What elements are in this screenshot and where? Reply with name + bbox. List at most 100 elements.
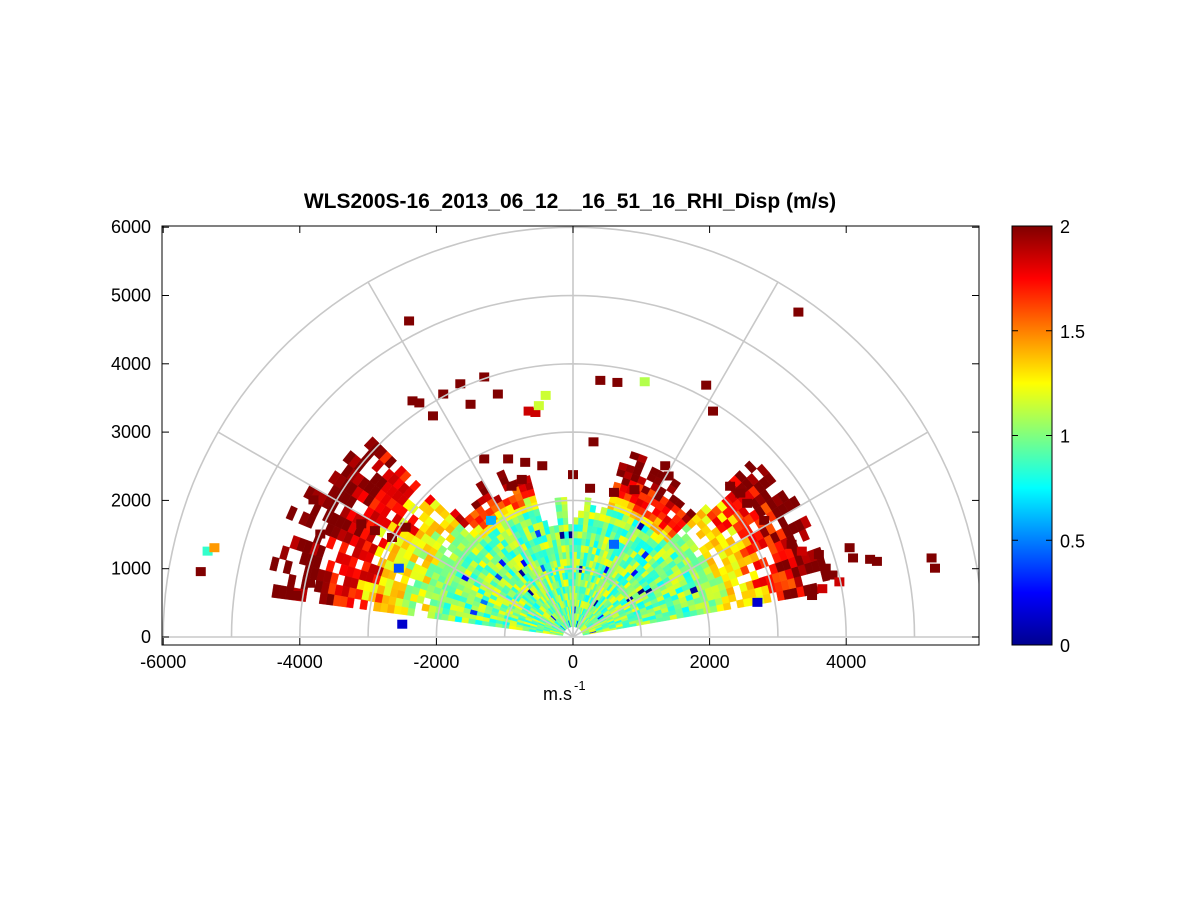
heatmap-cell [734,470,748,483]
y-tick-label: 3000 [111,422,151,442]
scatter-cell [759,515,770,525]
heatmap-cell [421,603,430,612]
heatmap-cell [359,599,369,611]
scatter-cell [202,546,213,556]
heatmap-cell [685,508,697,519]
axes-box [161,225,980,646]
grid-spoke [217,431,574,638]
heatmap-cell [406,607,416,617]
y-axis: 0 1000 2000 3000 4000 5000 6000 [111,217,979,647]
heatmap-cell [555,504,563,512]
heatmap-cell [269,556,280,572]
colorbar-axis: 0 0.5 1 1.5 2 [1012,217,1085,656]
scatter-cell [752,597,763,607]
scatter-cell [848,553,859,563]
heatmap-cell [700,503,712,516]
x-tick-label: 4000 [826,652,866,672]
scatter-cell [595,375,606,385]
heatmap-cell [467,618,476,625]
x-tick-label: 0 [568,652,578,672]
heatmap-cell [576,544,582,553]
heatmap-cell [427,611,436,619]
grid-spoke [572,431,929,638]
heatmap-cell [576,551,581,559]
scatter-cell [465,399,476,409]
heatmap-cell [557,517,564,526]
scatter-cell [639,377,650,387]
heatmap-cell [373,601,382,612]
scatter-cell [537,461,548,471]
y-tick-label: 1000 [111,559,151,579]
heatmap-cell [575,571,579,580]
heatmap-cell [454,616,463,623]
heatmap-cell [496,469,507,480]
scatter-cell [387,532,398,542]
heatmap-cell [562,524,569,532]
heatmap-cell [342,450,357,465]
scatter-cell [414,398,425,408]
scatter-cell [503,454,514,464]
scatter-cell [629,485,640,495]
scatter-cell [195,567,206,577]
scatter-cell [793,307,804,317]
scatter-cell [404,316,415,326]
scatter-cell [523,406,534,416]
heatmap-cell [561,510,568,519]
x-axis-label-superscript: -1 [574,678,586,693]
heatmap-cell [762,593,772,604]
heatmap-cell [282,559,293,575]
heatmap-cell [298,511,311,527]
heatmap-cell [756,463,770,478]
heatmap-cell [649,466,660,477]
scatter-cell [865,554,876,564]
heatmap-cell [588,511,596,520]
scatter-cell [807,591,818,601]
scatter-cell [427,411,438,421]
heatmap-cell [575,558,581,566]
scatter-cell [929,563,940,573]
x-tick-label: -4000 [277,652,323,672]
x-axis-label: m.s [543,684,572,704]
grid-spoke [572,281,779,638]
scatter-cell [585,483,596,493]
scatter-cell [663,471,674,481]
colorbar-tick-label: 1.5 [1060,322,1085,342]
heatmap-cell [577,517,584,525]
scatter-cell [356,519,367,529]
scatter-cell [486,515,497,525]
scatter-cell [926,553,937,563]
x-tick-label: 2000 [690,652,730,672]
colorbar-tick-label: 1 [1060,427,1070,447]
x-axis: -6000 -4000 -2000 0 2000 4000 [140,226,866,672]
scatter-cell [827,570,838,580]
scatter-cell [533,401,544,411]
scatter-cell [608,539,619,549]
heatmap-cell [561,503,568,512]
scatter-cell [844,543,855,553]
heatmap-cell [617,461,628,472]
heatmap-cell [589,504,597,513]
scatter-cell [506,481,517,491]
scatter-cell [588,437,599,447]
heatmap-cell [563,531,569,539]
heatmap-cell [600,506,608,516]
scatter-cell [520,457,531,467]
polar-grid [162,226,979,638]
heatmap-cell [461,617,469,624]
heatmap-cell [400,606,409,616]
heatmap-cell [285,505,298,521]
heatmap-cell [363,436,378,451]
scatter-cell [393,563,404,573]
heatmap-cell [583,504,591,512]
heatmap-cells [195,307,940,636]
scatter-cell [820,563,831,573]
scatter-cell [516,474,527,484]
colorbar-tick-label: 0 [1060,636,1070,656]
scatter-cell [612,377,623,387]
scatter-cell [479,372,490,382]
heatmap-cell [313,579,324,593]
scatter-cell [291,591,302,601]
heatmap-cell [577,531,583,539]
x-tick-label: -6000 [140,652,186,672]
scatter-cell [817,584,828,594]
